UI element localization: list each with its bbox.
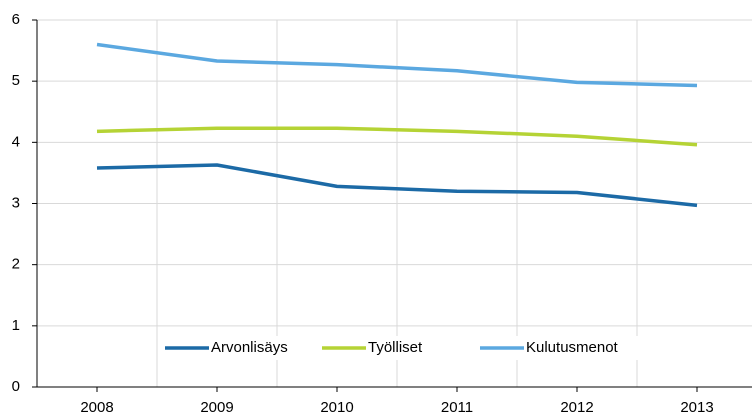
y-tick-label: 0 xyxy=(12,378,20,395)
x-tick-label: 2010 xyxy=(320,399,353,416)
x-tick-label: 2013 xyxy=(680,399,713,416)
x-tick-label: 2009 xyxy=(200,399,233,416)
y-tick-label: 5 xyxy=(12,72,20,89)
series-line xyxy=(96,126,698,147)
x-tick-label: 2011 xyxy=(441,399,473,416)
y-tick-label: 1 xyxy=(12,317,20,334)
y-tick-label: 6 xyxy=(12,11,20,28)
legend-label: Kulutusmenot xyxy=(526,339,619,356)
y-tick-label: 2 xyxy=(12,256,20,273)
series-line xyxy=(96,42,698,88)
legend-label: Arvonlisäys xyxy=(211,339,288,356)
legend-box xyxy=(160,336,650,360)
legend-label: Työlliset xyxy=(368,339,423,356)
series-line xyxy=(96,163,698,208)
x-tick-label: 2008 xyxy=(80,399,113,416)
y-tick-label: 4 xyxy=(12,133,20,150)
y-tick-label: 3 xyxy=(12,194,20,211)
x-tick-label: 2012 xyxy=(560,399,593,416)
